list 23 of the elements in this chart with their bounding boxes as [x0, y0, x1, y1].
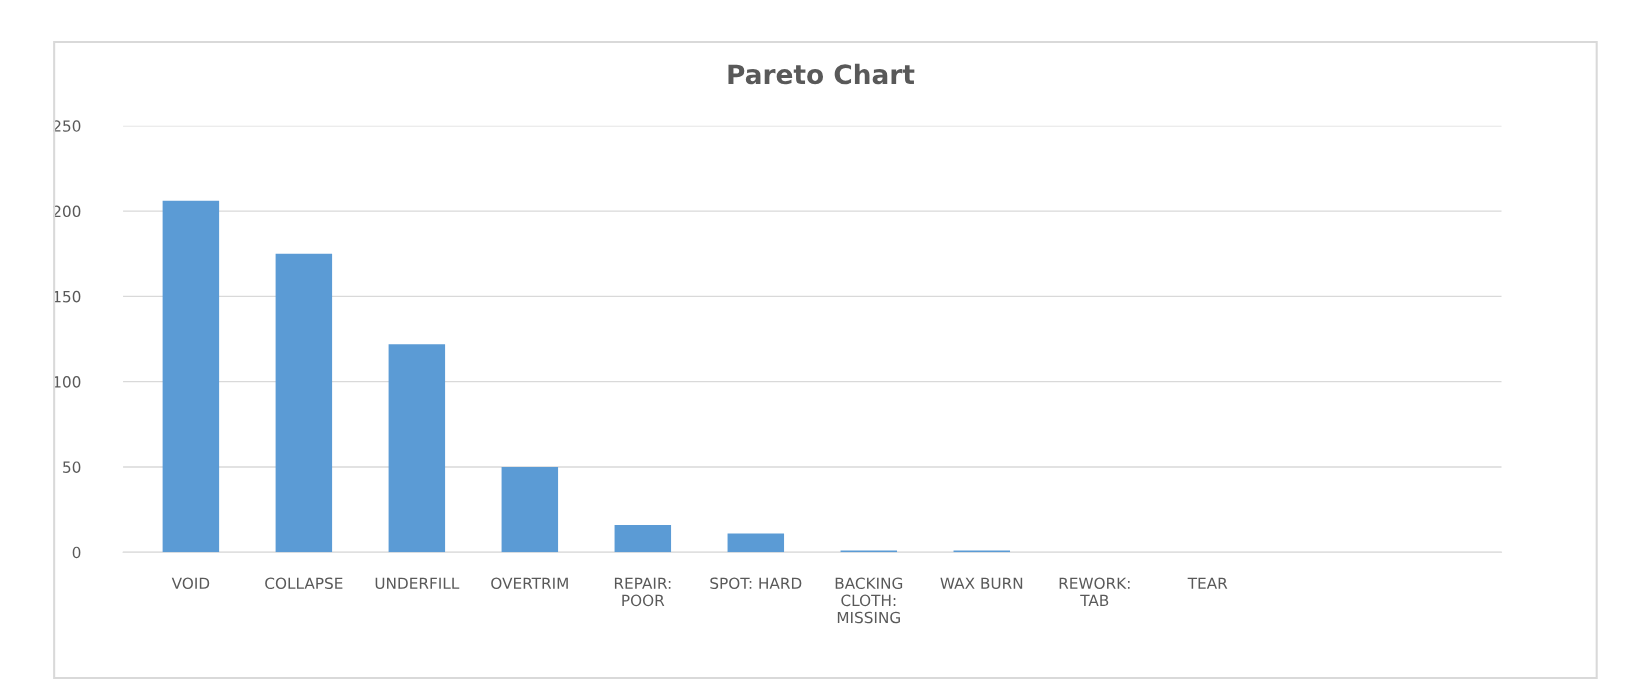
y-tick-label: 200: [53, 205, 81, 218]
x-tick-label: OVERTRIM: [491, 577, 568, 590]
chart-title: Pareto Chart: [728, 63, 915, 85]
x-tick-label: REPAIR: POOR: [614, 577, 671, 607]
bar: [275, 253, 333, 553]
x-tick-label: TEAR: [1187, 577, 1228, 589]
y-tick-label: 50: [63, 461, 81, 473]
bar: [501, 466, 559, 553]
x-tick-label: VOID: [171, 577, 210, 590]
y-tick-label: 150: [53, 290, 81, 303]
bar: [614, 524, 672, 553]
x-tick-label: UNDERFILL: [375, 577, 460, 590]
x-tick-label: WAX BURN: [940, 577, 1023, 590]
y-tick-label: 250: [53, 120, 81, 132]
y-tick-label: 0: [72, 546, 81, 559]
x-tick-label: BACKING CLOTH: MISSING: [835, 577, 903, 624]
bar: [162, 200, 220, 553]
x-tick-label: REWORK: TAB: [1059, 577, 1130, 606]
y-tick-label: 100: [53, 376, 81, 388]
x-tick-label: COLLAPSE: [265, 577, 343, 590]
bar: [388, 344, 446, 553]
bar: [727, 533, 785, 553]
x-tick-label: SPOT: HARD: [710, 577, 802, 590]
